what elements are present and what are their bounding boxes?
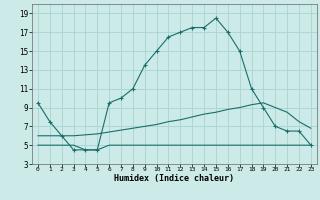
X-axis label: Humidex (Indice chaleur): Humidex (Indice chaleur) (115, 174, 234, 183)
